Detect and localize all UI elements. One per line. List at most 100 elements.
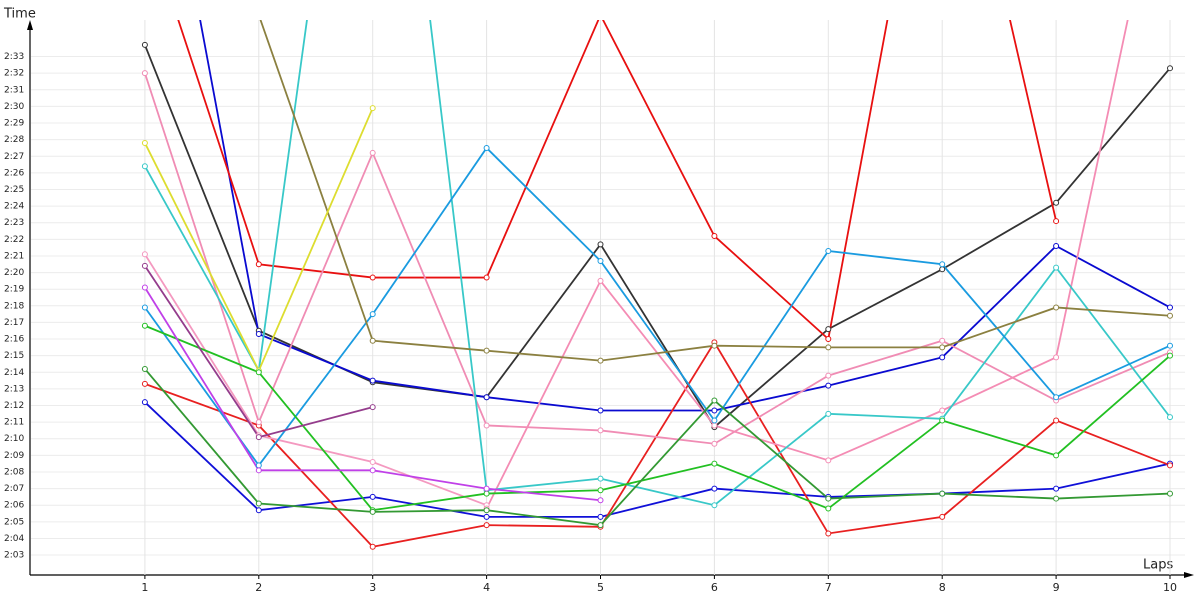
point [939, 417, 946, 424]
point [939, 337, 946, 344]
point [711, 502, 718, 509]
y-tick-label: 2:09 [4, 451, 24, 461]
point [369, 377, 376, 384]
point [1167, 414, 1173, 421]
point [825, 344, 832, 351]
point [825, 382, 832, 389]
y-tick-label: 2:14 [4, 368, 24, 378]
point [711, 422, 718, 429]
point [939, 261, 946, 268]
x-axis-arrow [1184, 572, 1194, 578]
point [1167, 352, 1173, 359]
point [141, 251, 148, 258]
y-axis-arrow [27, 20, 33, 30]
point [597, 241, 604, 248]
point [1053, 242, 1060, 249]
point [255, 331, 262, 338]
y-tick-label: 2:16 [4, 335, 24, 345]
point [597, 257, 604, 264]
point [711, 407, 718, 414]
x-tick-label: 6 [711, 581, 718, 594]
point [1167, 462, 1173, 469]
point [255, 261, 262, 268]
point [1053, 264, 1060, 271]
point [825, 326, 832, 333]
point [597, 407, 604, 414]
point [1053, 495, 1060, 502]
series-line [144, 324, 1171, 512]
point [483, 513, 490, 520]
y-tick-label: 2:21 [4, 251, 24, 261]
point [483, 490, 490, 497]
point [369, 543, 376, 550]
y-tick-label: 2:07 [4, 484, 24, 494]
point [369, 149, 376, 156]
y-tick-label: 2:29 [4, 119, 24, 129]
point [711, 440, 718, 447]
point [141, 284, 148, 291]
point [141, 41, 148, 48]
x-tick-label: 2 [255, 581, 262, 594]
x-tick-label: 9 [1053, 581, 1060, 594]
y-tick-label: 2:22 [4, 235, 24, 245]
y-tick-label: 2:19 [4, 285, 24, 295]
x-axis-label: Laps [1143, 558, 1173, 573]
y-tick-label: 2:04 [4, 534, 24, 544]
point [255, 434, 262, 441]
point [369, 493, 376, 500]
point [1167, 65, 1173, 72]
series-line [144, 401, 1171, 518]
point [597, 277, 604, 284]
point [597, 513, 604, 520]
series-line [144, 20, 1171, 507]
point [483, 485, 490, 492]
x-tick-label: 5 [597, 581, 604, 594]
point [711, 417, 718, 424]
point [939, 354, 946, 361]
point [825, 372, 832, 379]
y-axis-label: Time [3, 7, 36, 22]
point [369, 274, 376, 281]
point [939, 513, 946, 520]
point [369, 311, 376, 318]
point [483, 394, 490, 401]
point [711, 342, 718, 349]
point [597, 357, 604, 364]
x-tick-label: 3 [369, 581, 376, 594]
point [255, 462, 262, 469]
point [711, 460, 718, 467]
point [597, 427, 604, 434]
point [825, 410, 832, 417]
point [141, 304, 148, 311]
point [825, 457, 832, 464]
y-tick-label: 2:03 [4, 551, 24, 561]
y-tick-label: 2:13 [4, 384, 24, 394]
point [1167, 304, 1173, 311]
point [825, 336, 832, 343]
point [141, 365, 148, 372]
point [598, 13, 603, 18]
point [597, 522, 604, 529]
point [825, 505, 832, 512]
point [711, 233, 718, 240]
point [141, 139, 148, 146]
point [369, 459, 376, 466]
y-tick-label: 2:18 [4, 301, 24, 311]
y-tick-label: 2:12 [4, 401, 24, 411]
y-tick-label: 2:27 [4, 152, 24, 162]
series-line [144, 44, 1171, 429]
point [1053, 304, 1060, 311]
point [483, 347, 490, 354]
point [141, 262, 148, 269]
series-line [144, 253, 487, 507]
point [597, 475, 604, 482]
y-tick-label: 2:32 [4, 69, 24, 79]
series-line [144, 368, 1171, 527]
x-tick-label: 10 [1163, 581, 1177, 594]
point [369, 404, 376, 411]
point [1053, 452, 1060, 459]
y-tick-label: 2:15 [4, 351, 24, 361]
point [1167, 490, 1173, 497]
point [597, 487, 604, 494]
